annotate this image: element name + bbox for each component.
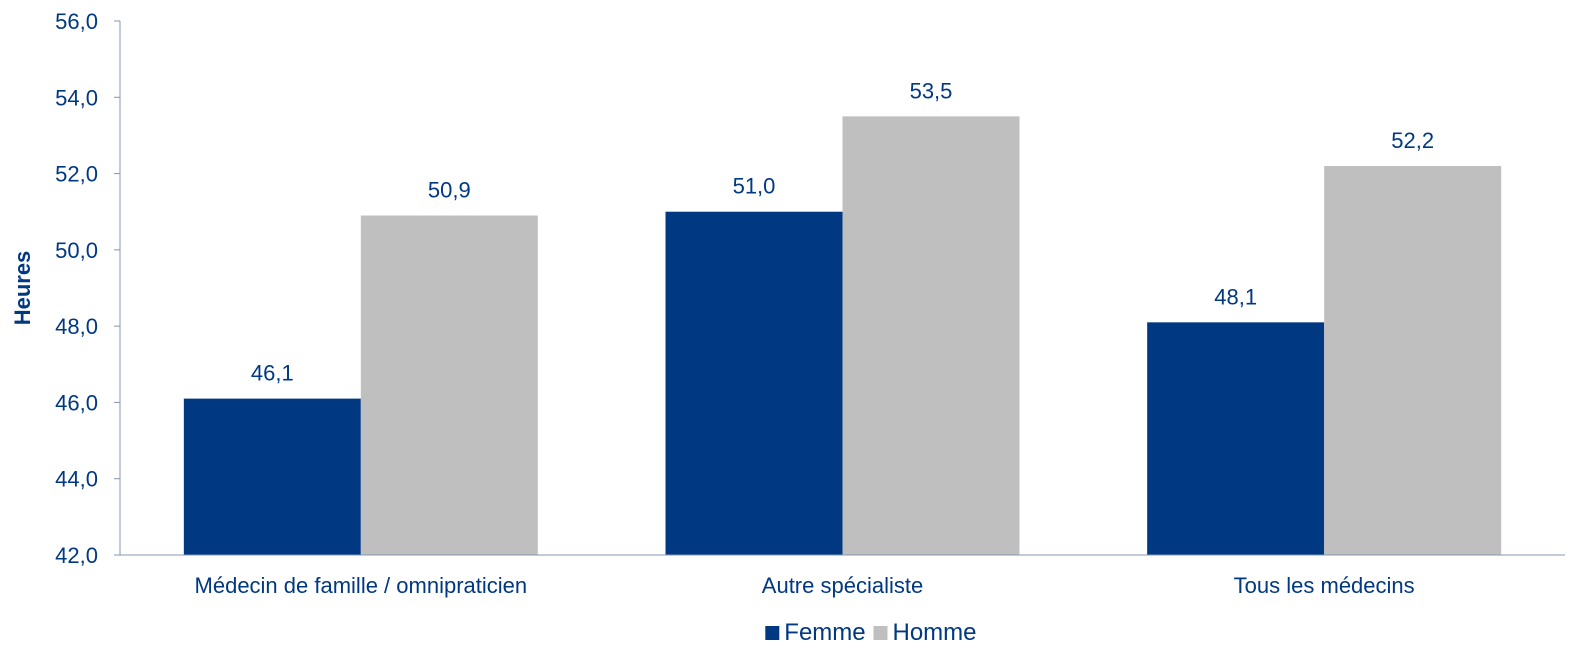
- data-label-homme: 50,9: [428, 178, 471, 203]
- data-label-femme: 51,0: [733, 174, 776, 199]
- bar-homme: [842, 116, 1020, 555]
- y-tick-label: 44,0: [55, 467, 98, 492]
- y-axis-title: Heures: [10, 251, 35, 326]
- legend-swatch-homme: [873, 626, 888, 640]
- y-tick-label: 50,0: [55, 238, 98, 263]
- x-category-label: Médecin de famille / omnipraticien: [195, 573, 528, 598]
- x-category-label: Autre spécialiste: [762, 573, 923, 598]
- data-label-homme: 53,5: [910, 78, 953, 103]
- legend-swatch-femme: [765, 626, 780, 640]
- bar-homme: [360, 215, 538, 555]
- y-tick-label: 46,0: [55, 390, 98, 415]
- y-tick-label: 42,0: [55, 543, 98, 568]
- y-tick-label: 54,0: [55, 85, 98, 110]
- data-label-femme: 48,1: [1214, 284, 1257, 309]
- y-tick-label: 48,0: [55, 314, 98, 339]
- bar-femme: [183, 398, 361, 555]
- legend: Femme Homme: [765, 619, 977, 646]
- x-axis-categories: Médecin de famille / omnipraticien Autre …: [195, 573, 1415, 598]
- bar-femme: [1147, 322, 1325, 555]
- y-tick-label: 52,0: [55, 162, 98, 187]
- legend-label-homme: Homme: [893, 619, 977, 646]
- data-labels: 46,1 50,9 51,0 53,5 48,1 52,2: [251, 78, 1434, 385]
- bar-homme: [1324, 165, 1502, 555]
- bars: [183, 116, 1502, 555]
- y-axis-ticks: 42,0 44,0 46,0 48,0 50,0 52,0 54,0 56,0: [55, 9, 120, 568]
- data-label-homme: 52,2: [1391, 128, 1434, 153]
- bar-femme: [665, 211, 843, 555]
- x-category-label: Tous les médecins: [1234, 573, 1415, 598]
- legend-label-femme: Femme: [784, 619, 865, 646]
- data-label-femme: 46,1: [251, 361, 294, 386]
- y-tick-label: 56,0: [55, 9, 98, 34]
